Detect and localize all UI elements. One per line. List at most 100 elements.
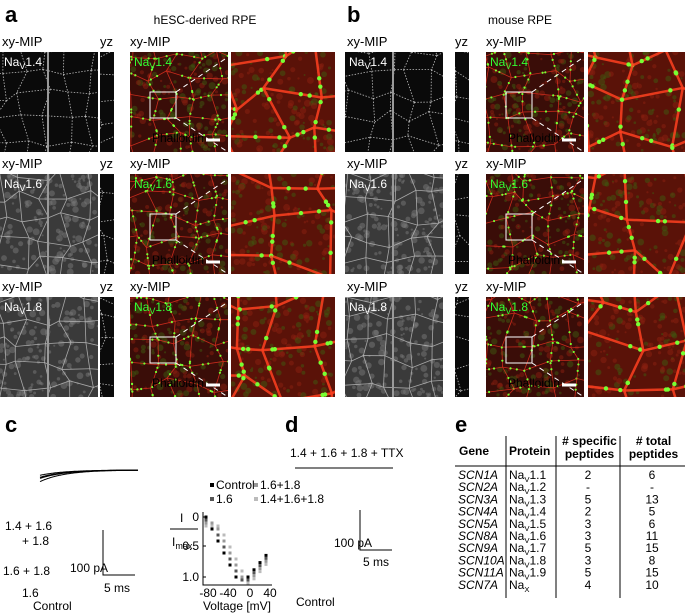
green-dot	[181, 363, 184, 367]
texture	[256, 185, 261, 189]
green-dot	[464, 295, 466, 297]
green-dot	[320, 392, 325, 397]
cell-border	[0, 297, 16, 303]
micrograph	[100, 297, 114, 397]
green-dot	[563, 254, 566, 257]
green-dot	[216, 292, 218, 294]
green-dot	[197, 237, 200, 240]
cell-border	[130, 72, 149, 82]
texture	[90, 258, 97, 265]
texture	[57, 359, 63, 364]
green-dot	[173, 246, 177, 249]
cell-border	[501, 312, 515, 348]
texture	[642, 101, 646, 105]
texture	[509, 375, 515, 381]
texture	[433, 361, 440, 369]
texture	[207, 307, 215, 314]
green-dot	[562, 48, 566, 52]
texture	[434, 394, 439, 397]
green-dot	[313, 339, 318, 345]
green-dot	[542, 155, 546, 159]
texture	[152, 71, 158, 77]
texture	[208, 52, 215, 58]
green-dot	[231, 277, 233, 279]
cell-border	[467, 317, 482, 319]
cell-border	[18, 190, 23, 222]
texture	[168, 303, 173, 308]
texture	[206, 322, 213, 329]
green-dot	[579, 174, 582, 177]
cell-border	[3, 318, 27, 324]
texture	[400, 200, 406, 206]
cell-border	[215, 340, 228, 346]
texture	[326, 306, 331, 312]
green-dot	[160, 241, 163, 244]
green-dot	[588, 221, 589, 223]
texture	[241, 84, 247, 90]
texture	[172, 202, 178, 208]
texture	[0, 368, 4, 374]
texture	[147, 52, 152, 58]
green-dot	[172, 188, 175, 191]
green-dot	[487, 304, 490, 307]
cell-border	[383, 387, 389, 397]
green-dot	[140, 239, 143, 242]
green-dot	[537, 344, 540, 347]
texture	[495, 191, 500, 195]
cell-border	[431, 177, 435, 192]
texture	[221, 179, 228, 186]
green-dot	[513, 265, 516, 268]
cell-border	[0, 264, 29, 270]
texture	[511, 321, 514, 324]
cell-border	[345, 116, 346, 120]
green-dot	[530, 384, 533, 387]
cell-border	[84, 321, 87, 343]
green-dot	[558, 288, 560, 290]
cell-border	[48, 174, 56, 181]
texture	[82, 179, 86, 182]
texture	[38, 220, 43, 225]
green-dot	[466, 31, 468, 33]
texture	[234, 88, 241, 94]
green-dot	[584, 160, 586, 162]
texture	[139, 176, 143, 180]
green-dot	[216, 162, 220, 166]
cell-border	[231, 54, 287, 67]
cell-border	[475, 363, 480, 386]
texture	[554, 371, 559, 376]
green-dot	[501, 314, 504, 317]
green-dot	[215, 86, 218, 89]
texture	[235, 52, 243, 57]
cell-border	[313, 14, 376, 17]
cell-border	[189, 366, 198, 385]
texture	[558, 87, 566, 95]
green-dot	[501, 193, 504, 196]
texture	[289, 253, 296, 260]
texture	[512, 206, 519, 213]
texture	[567, 216, 571, 220]
texture	[304, 52, 309, 54]
texture	[636, 129, 643, 135]
green-dot	[219, 279, 223, 283]
texture	[361, 322, 367, 328]
texture	[2, 358, 5, 361]
cell-border	[481, 401, 502, 414]
green-dot	[546, 225, 550, 228]
texture	[224, 248, 228, 254]
texture	[564, 250, 569, 255]
texture	[217, 392, 222, 397]
green-dot	[179, 409, 183, 413]
cell-border	[100, 219, 114, 223]
texture	[9, 346, 16, 354]
texture	[656, 132, 660, 135]
green-dot	[266, 435, 270, 439]
green-dot	[486, 85, 487, 88]
green-dot	[198, 302, 201, 305]
texture	[36, 346, 40, 349]
texture	[649, 94, 655, 99]
texture	[208, 119, 215, 126]
green-dot	[596, 174, 602, 179]
green-dot	[151, 338, 154, 341]
texture	[290, 242, 295, 247]
cell-border	[131, 210, 158, 213]
